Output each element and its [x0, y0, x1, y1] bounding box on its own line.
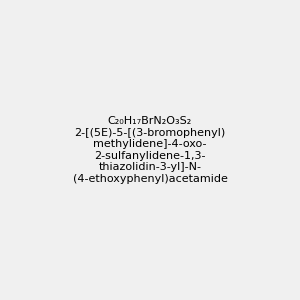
Text: C₂₀H₁₇BrN₂O₃S₂
2-[(5E)-5-[(3-bromophenyl)
methylidene]-4-oxo-
2-sulfanylidene-1,: C₂₀H₁₇BrN₂O₃S₂ 2-[(5E)-5-[(3-bromophenyl… — [73, 116, 227, 184]
